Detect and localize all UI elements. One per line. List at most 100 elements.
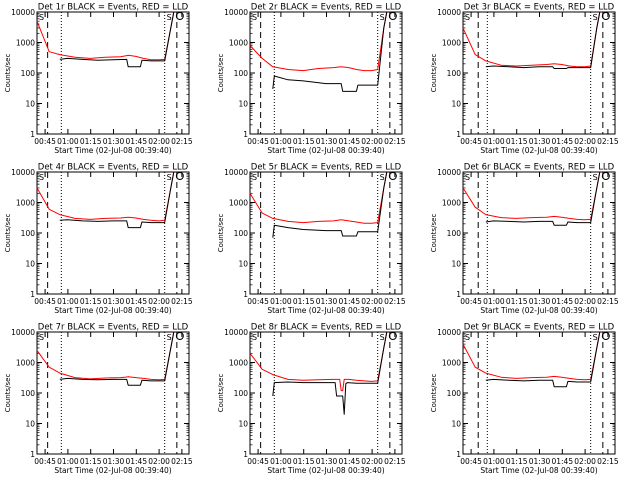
chart-panel-2: Det 2r BLACK = Events, RED = LLD 1 10 100 10…: [217, 3, 406, 156]
y-tick-label: 100: [234, 229, 249, 238]
x-tick-label: 00:45: [247, 297, 269, 306]
x-tick-label: 01:30: [316, 137, 338, 146]
y-tick-label: 1: [243, 450, 248, 459]
x-axis-label: Start Time (02-Jul-08 00:39:40): [267, 466, 384, 475]
x-tick-label: 01:15: [293, 457, 315, 466]
x-axis-label: Start Time (02-Jul-08 00:39:40): [480, 466, 597, 475]
saa-marker: S: [380, 333, 385, 342]
y-tick-label: 10000: [11, 8, 35, 17]
x-tick-label: 02:00: [148, 297, 170, 306]
series-lld: [462, 171, 601, 221]
series-lld: [249, 331, 388, 392]
plot-frame: [36, 331, 190, 455]
series-lld: [36, 331, 175, 381]
x-tick-label: 02:00: [148, 137, 170, 146]
saa-marker: S: [593, 13, 598, 22]
x-tick-label: 01:00: [270, 457, 292, 466]
x-tick-label: 01:15: [506, 297, 528, 306]
x-axis-label: Start Time (02-Jul-08 00:39:40): [267, 306, 384, 315]
marker-circle: [175, 12, 184, 20]
x-tick-label: 01:30: [103, 297, 125, 306]
chart-panel-1: Det 1r BLACK = Events, RED = LLD 1 10 100 10…: [4, 3, 193, 156]
plot-frame: [249, 171, 403, 295]
x-tick-label: 02:15: [171, 457, 193, 466]
x-tick-label: 02:00: [361, 297, 383, 306]
y-axis-label: Counts/sec: [430, 214, 438, 253]
x-axis-label: Start Time (02-Jul-08 00:39:40): [54, 466, 171, 475]
y-tick-label: 10000: [11, 328, 35, 337]
y-axis-label: Counts/sec: [4, 374, 12, 413]
x-tick-label: 01:45: [125, 137, 147, 146]
x-tick-label: 01:45: [338, 297, 360, 306]
series-events: [59, 331, 175, 386]
y-tick-label: 100: [21, 229, 36, 238]
y-tick-label: 1: [30, 130, 35, 139]
x-tick-label: 01:00: [483, 297, 505, 306]
x-tick-label: 00:45: [247, 137, 269, 146]
x-axis-label: Start Time (02-Jul-08 00:39:40): [267, 146, 384, 155]
series-lld: [462, 331, 601, 381]
y-tick-label: 10: [238, 100, 248, 109]
marker-circle: [601, 172, 610, 180]
series-events: [59, 11, 175, 68]
x-tick-label: 01:30: [103, 457, 125, 466]
x-tick-label: 01:45: [338, 137, 360, 146]
x-tick-label: 00:45: [34, 297, 56, 306]
y-tick-label: 1000: [442, 359, 461, 368]
x-tick-label: 02:00: [361, 137, 383, 146]
x-tick-label: 01:00: [57, 457, 79, 466]
x-tick-label: 02:15: [597, 297, 619, 306]
chart-title: Det 5r BLACK = Events, RED = LLD: [251, 163, 402, 173]
x-tick-label: 01:15: [293, 137, 315, 146]
series-events: [485, 171, 601, 226]
plot-frame: [36, 171, 190, 295]
x-tick-label: 02:15: [171, 297, 193, 306]
y-tick-label: 1000: [229, 39, 248, 48]
x-axis-label: Start Time (02-Jul-08 00:39:40): [480, 146, 597, 155]
y-tick-label: 100: [21, 389, 36, 398]
x-tick-label: 02:00: [361, 457, 383, 466]
y-tick-label: 100: [21, 69, 36, 78]
marker-circle: [388, 332, 397, 340]
x-tick-label: 01:00: [483, 137, 505, 146]
y-tick-label: 1000: [229, 199, 248, 208]
chart-title: Det 7r BLACK = Events, RED = LLD: [38, 323, 189, 333]
plot-frame: [462, 331, 616, 455]
chart-panel-5: Det 5r BLACK = Events, RED = LLD 1 10 100 10…: [217, 163, 406, 316]
x-tick-label: 02:00: [148, 457, 170, 466]
y-tick-label: 10000: [437, 8, 461, 17]
y-axis-label: Counts/sec: [217, 214, 225, 253]
chart-panel-6: Det 6r BLACK = Events, RED = LLD 1 10 100 10…: [430, 163, 619, 316]
y-axis-label: Counts/sec: [430, 374, 438, 413]
x-tick-label: 02:15: [597, 457, 619, 466]
chart-panel-3: Det 3r BLACK = Events, RED = LLD 1 10 100 10…: [430, 3, 619, 156]
x-tick-label: 02:00: [574, 457, 596, 466]
y-tick-label: 1000: [442, 199, 461, 208]
y-axis-label: Counts/sec: [217, 54, 225, 93]
x-axis-label: Start Time (02-Jul-08 00:39:40): [54, 146, 171, 155]
saa-marker: S: [39, 333, 44, 342]
saa-marker: S: [465, 333, 470, 342]
y-tick-label: 10: [25, 100, 35, 109]
saa-marker: S: [380, 13, 385, 22]
saa-marker: S: [465, 13, 470, 22]
saa-marker: S: [39, 173, 44, 182]
x-tick-label: 02:15: [384, 137, 406, 146]
y-axis-label: Counts/sec: [4, 214, 12, 253]
y-tick-label: 100: [447, 69, 462, 78]
x-tick-label: 01:15: [293, 297, 315, 306]
saa-marker: S: [167, 333, 172, 342]
chart-title: Det 4r BLACK = Events, RED = LLD: [38, 163, 189, 173]
y-tick-label: 10000: [437, 328, 461, 337]
series-events: [272, 331, 388, 415]
x-tick-label: 00:45: [460, 297, 482, 306]
y-tick-label: 1: [243, 290, 248, 299]
series-events: [485, 11, 601, 69]
x-tick-label: 00:45: [34, 457, 56, 466]
y-tick-label: 1: [30, 450, 35, 459]
marker-circle: [175, 172, 184, 180]
y-axis-label: Counts/sec: [4, 54, 12, 93]
y-tick-label: 10000: [224, 168, 248, 177]
x-tick-label: 01:15: [80, 137, 102, 146]
saa-marker: S: [380, 173, 385, 182]
